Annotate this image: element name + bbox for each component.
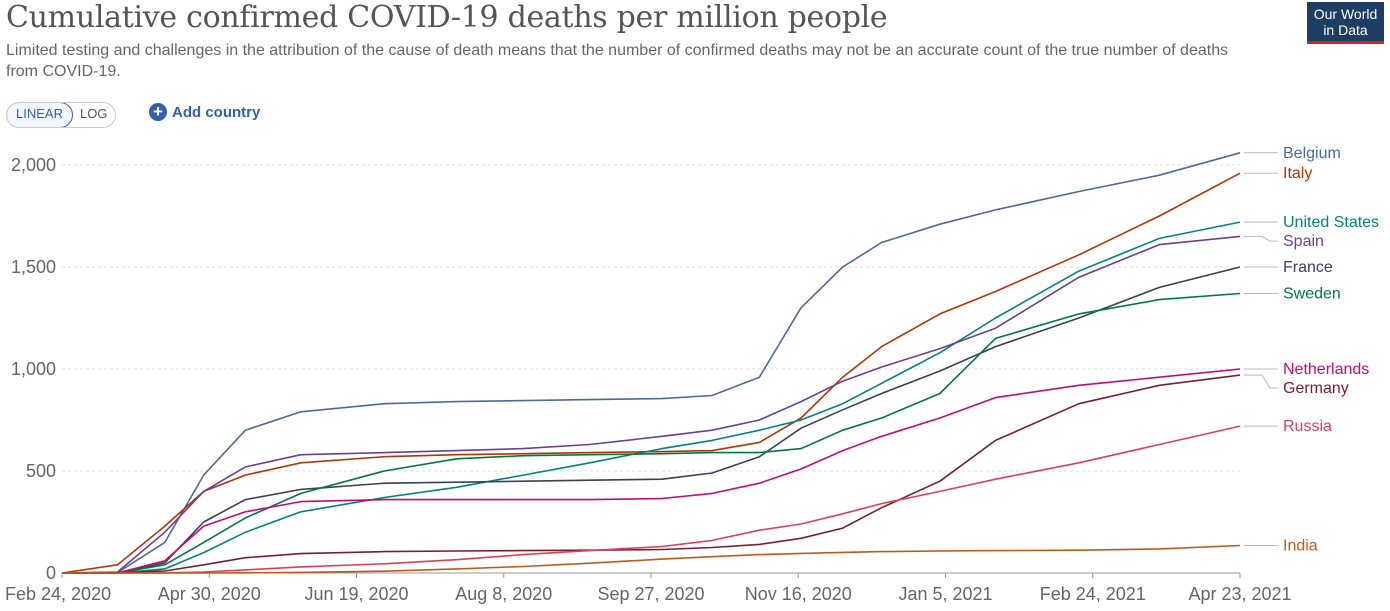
x-tick-label: Jun 19, 2020 bbox=[304, 584, 408, 604]
log-scale-button[interactable]: LOG bbox=[79, 106, 108, 121]
x-tick-label: Sep 27, 2020 bbox=[597, 584, 704, 604]
series-label-russia[interactable]: Russia bbox=[1283, 418, 1332, 435]
x-tick-label: Apr 30, 2020 bbox=[158, 584, 261, 604]
series-label-germany[interactable]: Germany bbox=[1283, 380, 1349, 397]
series-label-sweden[interactable]: Sweden bbox=[1283, 286, 1341, 303]
chart-subtitle: Limited testing and challenges in the at… bbox=[6, 42, 1229, 80]
series-label-united-states[interactable]: United States bbox=[1283, 214, 1379, 231]
y-tick-label: 1,500 bbox=[11, 257, 56, 277]
logo-line-2: in Data bbox=[1323, 22, 1368, 38]
y-tick-label: 1,000 bbox=[11, 359, 56, 379]
x-tick-label: Nov 16, 2020 bbox=[745, 584, 852, 604]
owid-logo[interactable]: Our World in Data bbox=[1307, 2, 1384, 44]
label-connector-spain bbox=[1244, 235, 1278, 242]
x-tick-label: Feb 24, 2021 bbox=[1040, 584, 1146, 604]
series-line-sweden[interactable] bbox=[62, 292, 1241, 574]
series-line-russia[interactable] bbox=[62, 425, 1241, 574]
series-label-netherlands[interactable]: Netherlands bbox=[1283, 361, 1369, 378]
plus-icon: + bbox=[149, 103, 167, 121]
series-line-germany[interactable] bbox=[62, 374, 1241, 574]
series-line-netherlands[interactable] bbox=[62, 368, 1241, 574]
series-line-italy[interactable] bbox=[61, 172, 1241, 574]
series-line-france[interactable] bbox=[62, 266, 1241, 574]
series-line-belgium[interactable] bbox=[61, 152, 1241, 574]
x-tick-label: Jan 5, 2021 bbox=[898, 584, 992, 604]
series-label-italy[interactable]: Italy bbox=[1283, 165, 1312, 182]
series-label-france[interactable]: France bbox=[1283, 259, 1333, 276]
x-tick-label: Aug 8, 2020 bbox=[455, 584, 552, 604]
series-label-spain[interactable]: Spain bbox=[1283, 233, 1324, 250]
add-country-label: Add country bbox=[172, 103, 261, 121]
y-tick-label: 500 bbox=[26, 461, 56, 481]
series-line-united-states[interactable] bbox=[62, 221, 1241, 574]
x-tick-label: Apr 23, 2021 bbox=[1188, 584, 1291, 604]
scale-toggle: LINEAR LOG bbox=[6, 102, 117, 128]
chart-title: Cumulative confirmed COVID-19 deaths per… bbox=[6, 0, 888, 35]
y-tick-label: 2,000 bbox=[11, 155, 56, 175]
logo-line-1: Our World bbox=[1313, 6, 1378, 22]
series-line-india[interactable] bbox=[62, 544, 1241, 574]
y-tick-label: 0 bbox=[46, 563, 56, 583]
series-label-india[interactable]: India bbox=[1283, 538, 1318, 555]
x-tick-label: Feb 24, 2020 bbox=[5, 584, 111, 604]
linear-scale-button[interactable]: LINEAR bbox=[7, 103, 73, 127]
series-label-belgium[interactable]: Belgium bbox=[1283, 145, 1341, 162]
series-line-spain[interactable] bbox=[61, 235, 1241, 574]
add-country-button[interactable]: + Add country bbox=[149, 103, 260, 121]
label-connector-germany bbox=[1244, 374, 1278, 389]
